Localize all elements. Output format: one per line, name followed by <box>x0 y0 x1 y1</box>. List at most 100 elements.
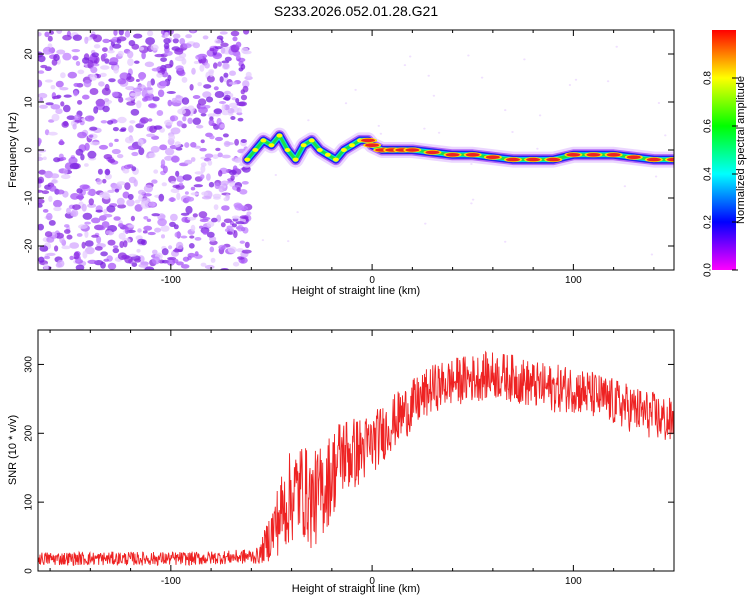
noise-speck <box>72 55 79 61</box>
noise-speck <box>174 231 182 238</box>
signal-hotspot <box>348 143 355 148</box>
noise-speck <box>236 224 244 232</box>
noise-speck <box>167 74 172 82</box>
noise-speck <box>137 238 146 245</box>
noise-speck <box>38 92 48 99</box>
noise-region <box>38 30 674 270</box>
noise-speck <box>220 42 229 47</box>
noise-speck <box>59 87 69 91</box>
noise-speck <box>164 147 175 156</box>
noise-speck <box>101 221 110 228</box>
noise-speck <box>153 169 159 174</box>
noise-speck <box>103 258 110 262</box>
noise-speck <box>122 168 130 174</box>
noise-speck <box>200 165 206 173</box>
noise-speck <box>160 159 166 167</box>
noise-speck <box>38 70 45 74</box>
noise-speck <box>60 72 66 79</box>
noise-speck <box>123 240 128 248</box>
noise-speck <box>124 226 129 234</box>
noise-speck <box>82 94 90 100</box>
noise-speck <box>238 205 249 211</box>
noise-speck <box>84 142 90 151</box>
noise-speck <box>98 81 105 87</box>
noise-speck <box>471 198 475 201</box>
noise-speck <box>107 239 116 246</box>
noise-speck <box>44 79 53 83</box>
noise-speck <box>142 97 148 102</box>
noise-speck <box>107 189 115 193</box>
noise-speck <box>114 138 119 142</box>
noise-speck <box>59 139 64 146</box>
noise-speck <box>194 171 204 175</box>
signal-hotspot <box>268 143 275 148</box>
noise-speck <box>38 256 45 263</box>
noise-speck <box>89 88 99 95</box>
signal-hotspot <box>606 153 621 157</box>
signal-hotspot <box>324 152 331 157</box>
noise-speck <box>184 142 190 148</box>
noise-speck <box>104 168 111 176</box>
noise-speck <box>130 108 140 116</box>
noise-speck <box>214 91 225 98</box>
signal-hotspot <box>292 157 299 162</box>
noise-speck <box>261 239 265 242</box>
noise-speck <box>212 193 222 199</box>
snr-y-tick-label: 100 <box>24 493 35 510</box>
noise-speck <box>76 188 83 194</box>
noise-speck <box>235 221 245 225</box>
noise-speck <box>664 134 667 137</box>
noise-speck <box>239 215 249 220</box>
noise-speck <box>78 192 84 201</box>
spectrogram-y-tick-label: -20 <box>24 238 35 253</box>
noise-speck <box>138 147 145 156</box>
noise-speck <box>100 65 110 70</box>
noise-speck <box>143 193 152 197</box>
noise-speck <box>409 55 412 58</box>
noise-speck <box>131 166 137 172</box>
noise-speck <box>131 262 138 267</box>
noise-speck <box>54 245 59 252</box>
noise-speck <box>228 102 239 108</box>
noise-speck <box>230 116 236 120</box>
noise-speck <box>100 120 108 124</box>
noise-speck <box>184 159 193 165</box>
noise-speck <box>38 176 45 184</box>
noise-speck <box>176 192 181 201</box>
noise-speck <box>72 123 77 130</box>
noise-speck <box>182 116 187 122</box>
noise-speck <box>238 101 248 107</box>
noise-speck <box>52 95 61 100</box>
noise-speck <box>189 235 195 239</box>
noise-speck <box>239 189 248 195</box>
noise-speck <box>77 131 87 139</box>
noise-speck <box>157 89 165 98</box>
noise-speck <box>50 104 61 110</box>
noise-speck <box>218 170 223 177</box>
noise-speck <box>218 244 227 250</box>
colorbar-tick-label: 0.8 <box>703 71 714 85</box>
noise-speck <box>94 246 103 251</box>
noise-speck <box>237 107 242 114</box>
noise-speck <box>133 33 143 39</box>
noise-speck <box>91 217 101 224</box>
noise-speck <box>64 229 71 234</box>
noise-speck <box>84 115 95 122</box>
noise-speck <box>192 117 201 125</box>
noise-speck <box>150 78 155 86</box>
noise-speck <box>38 183 42 189</box>
noise-speck <box>307 119 310 122</box>
noise-speck <box>118 96 124 103</box>
signal-hotspot <box>465 153 480 157</box>
noise-speck <box>90 66 98 74</box>
noise-speck <box>181 97 190 105</box>
noise-speck <box>177 108 187 115</box>
noise-speck <box>197 98 207 106</box>
noise-speck <box>188 243 195 249</box>
noise-speck <box>108 78 116 83</box>
noise-speck <box>38 138 42 146</box>
signal-hotspot <box>260 138 267 143</box>
signal-hotspot <box>586 153 601 157</box>
noise-speck <box>117 181 126 186</box>
noise-speck <box>62 52 72 61</box>
